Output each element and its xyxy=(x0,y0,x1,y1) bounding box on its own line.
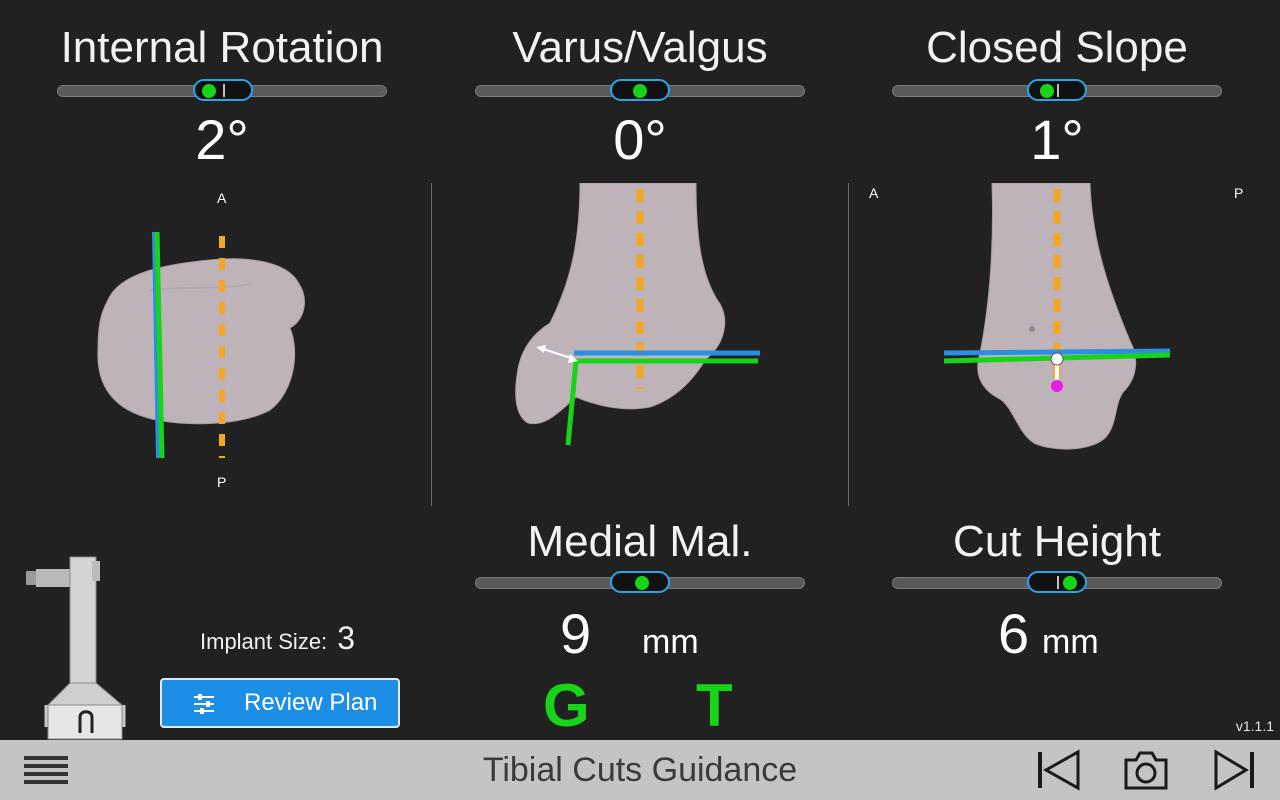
indicator-g: G xyxy=(543,672,590,739)
sagittal-posterior-label: P xyxy=(1234,185,1244,201)
implant-size: Implant Size: 3 xyxy=(200,620,355,657)
medial-offset-arrow xyxy=(539,347,575,360)
slider-dot-icon xyxy=(1040,84,1054,98)
coronal-tibia-view xyxy=(515,183,760,446)
implant-size-label: Implant Size: xyxy=(200,629,328,654)
internal-rotation-slider[interactable] xyxy=(57,79,387,101)
resection-line-green xyxy=(154,231,165,459)
indicator-t: T xyxy=(696,672,733,739)
sliders-icon xyxy=(194,694,214,714)
slider-center-tick xyxy=(223,84,225,97)
axial-tibia-view xyxy=(97,231,305,459)
cut-height-value: 6 xyxy=(998,602,1030,665)
varus-valgus-slider[interactable] xyxy=(475,79,805,101)
cutting-guide-instrument-icon xyxy=(26,556,126,740)
closed-slope-title: Closed Slope xyxy=(926,23,1188,72)
closed-slope-slider-thumb[interactable] xyxy=(1027,79,1087,101)
medial-mal-panel: Medial Mal. xyxy=(475,494,805,614)
resection-line-blue xyxy=(152,231,160,459)
medial-mal-title: Medial Mal. xyxy=(527,517,753,566)
axial-anterior-label: A xyxy=(217,190,227,206)
medial-mal-unit: mm xyxy=(642,623,699,661)
internal-rotation-title: Internal Rotation xyxy=(60,23,384,72)
review-plan-button[interactable]: Review Plan xyxy=(160,678,400,728)
implant-size-value: 3 xyxy=(337,620,356,656)
skip-previous-icon[interactable] xyxy=(1034,748,1082,792)
slider-dot-icon xyxy=(635,576,649,590)
version-label: v1.1.1 xyxy=(1235,718,1274,734)
slider-dot-icon xyxy=(633,84,647,98)
sagittal-tibia-view xyxy=(943,183,1171,450)
slider-center-tick xyxy=(1057,84,1059,97)
varus-valgus-value: 0° xyxy=(613,108,667,171)
tibia-sagittal-bone xyxy=(977,183,1137,450)
reference-point-white xyxy=(1050,352,1064,366)
skip-next-icon[interactable] xyxy=(1210,748,1258,792)
closed-slope-slider[interactable] xyxy=(892,79,1222,101)
slider-dot-icon xyxy=(202,84,216,98)
cut-height-slider-thumb[interactable] xyxy=(1027,571,1087,593)
cut-height-slider[interactable] xyxy=(892,571,1222,593)
bottom-bar: Tibial Cuts Guidance xyxy=(0,740,1280,800)
view-divider-left xyxy=(431,183,432,506)
closed-slope-value: 1° xyxy=(1030,108,1084,171)
slider-dot-icon xyxy=(1063,576,1077,590)
tibia-coronal-bone xyxy=(515,183,726,425)
view-divider-right xyxy=(848,183,849,506)
medial-mal-value: 9 xyxy=(560,602,592,665)
reference-point-magenta xyxy=(1051,380,1063,392)
hamburger-menu-icon[interactable] xyxy=(22,748,70,792)
resection-line-blue xyxy=(943,348,1171,356)
camera-icon[interactable] xyxy=(1122,748,1170,792)
tibial-plateau-axial-bone xyxy=(97,258,305,425)
medial-mal-slider[interactable] xyxy=(475,571,805,593)
medial-mal-slider-thumb[interactable] xyxy=(610,571,670,593)
internal-rotation-value: 2° xyxy=(195,108,249,171)
screen-title: Tibial Cuts Guidance xyxy=(482,751,798,789)
slider-center-tick xyxy=(1057,576,1059,589)
cut-height-unit: mm xyxy=(1042,623,1099,661)
cut-height-panel: Cut Height xyxy=(892,494,1222,614)
axial-posterior-label: P xyxy=(217,474,227,490)
sagittal-anterior-label: A xyxy=(869,185,879,201)
varus-valgus-slider-thumb[interactable] xyxy=(610,79,670,101)
review-plan-label: Review Plan xyxy=(244,689,378,716)
cut-height-title: Cut Height xyxy=(953,517,1161,566)
varus-valgus-title: Varus/Valgus xyxy=(512,23,768,72)
internal-rotation-slider-thumb[interactable] xyxy=(193,79,253,101)
